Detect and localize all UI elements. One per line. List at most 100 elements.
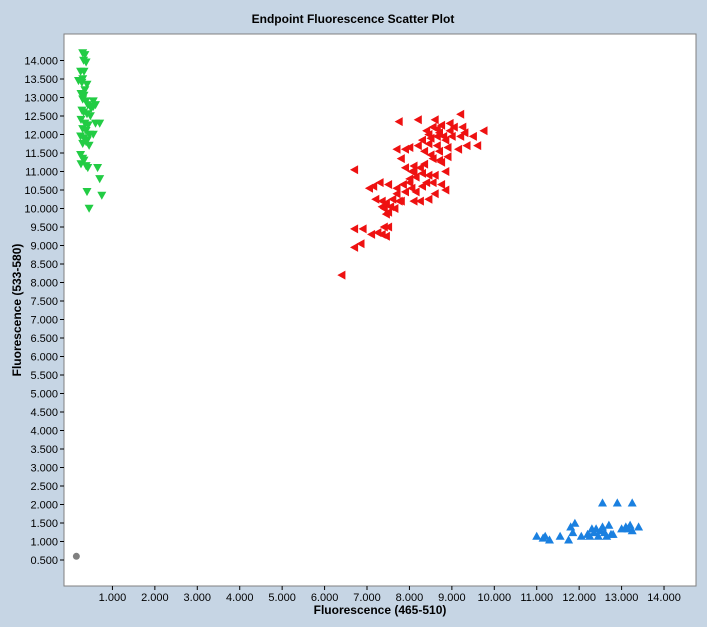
data-point — [88, 130, 98, 139]
y-tick-label: 13.000 — [24, 93, 58, 105]
data-point — [415, 163, 424, 173]
data-point — [390, 204, 399, 213]
data-point — [449, 122, 458, 132]
data-point — [409, 196, 418, 206]
data-point — [405, 143, 414, 152]
x-tick-label: 4.000 — [226, 592, 254, 604]
data-point — [458, 122, 467, 132]
x-axis-ticks: 1.000 2.000 3.000 4.000 5.000 6.000 7.000 8.000… — [99, 586, 681, 604]
data-point — [371, 194, 380, 204]
data-point — [606, 529, 616, 538]
data-point — [93, 164, 103, 173]
data-point — [392, 144, 401, 154]
data-point — [381, 198, 390, 208]
data-point — [540, 531, 550, 540]
y-tick-label: 2.000 — [30, 500, 58, 512]
data-point — [79, 67, 89, 76]
data-point — [377, 202, 386, 212]
x-tick-label: 9.000 — [438, 592, 466, 604]
data-point — [468, 131, 477, 141]
x-tick-label: 14.000 — [647, 592, 681, 604]
y-tick-label: 3.000 — [30, 463, 58, 475]
data-point — [424, 194, 433, 204]
data-point — [456, 109, 465, 119]
data-point — [422, 178, 431, 188]
data-point — [568, 528, 578, 537]
x-tick-label: 7.000 — [353, 592, 381, 604]
data-point — [356, 239, 365, 249]
data-point — [593, 531, 603, 540]
y-tick-label: 11.500 — [25, 148, 58, 160]
data-point — [350, 224, 359, 234]
data-point — [407, 167, 416, 176]
data-point — [454, 144, 463, 154]
plot-area — [63, 33, 697, 587]
data-points — [72, 49, 644, 560]
data-point — [430, 170, 439, 180]
data-point — [598, 498, 607, 507]
data-point — [434, 128, 443, 138]
data-point — [555, 531, 565, 540]
data-point — [415, 196, 424, 206]
data-point — [81, 58, 91, 67]
y-tick-label: 10.500 — [24, 185, 58, 197]
data-point — [441, 185, 450, 195]
y-tick-label: 6.000 — [30, 352, 58, 364]
data-point — [479, 126, 488, 136]
data-point — [388, 194, 397, 204]
x-tick-label: 8.000 — [396, 592, 424, 604]
data-point — [424, 139, 433, 149]
data-point — [394, 117, 403, 127]
data-point — [375, 178, 384, 188]
data-point — [432, 141, 441, 151]
data-point — [447, 131, 456, 141]
chart-title: Endpoint Fluorescence Scatter Plot — [252, 12, 455, 26]
data-point — [83, 164, 93, 173]
y-tick-label: 11.000 — [25, 167, 58, 179]
data-point — [82, 80, 92, 89]
x-tick-label: 6.000 — [311, 592, 339, 604]
x-tick-label: 2.000 — [141, 592, 169, 604]
data-point — [85, 112, 95, 121]
data-point — [445, 126, 454, 136]
data-point — [398, 180, 407, 189]
x-tick-label: 3.000 — [184, 592, 212, 604]
data-point — [426, 133, 435, 143]
y-tick-label: 8.500 — [30, 259, 58, 271]
data-point — [434, 146, 443, 156]
x-tick-label: 10.000 — [477, 592, 511, 604]
y-tick-label: 7.000 — [30, 315, 58, 327]
y-tick-label: 2.500 — [30, 481, 58, 493]
data-point — [420, 159, 429, 169]
y-axis-ticks: 0.500 1.000 1.500 2.000 2.500 3.000 3.500 4.000… — [24, 56, 64, 567]
data-point — [411, 187, 420, 197]
data-point — [424, 130, 433, 139]
data-point — [428, 178, 437, 188]
data-point — [91, 101, 100, 110]
data-point — [623, 524, 633, 533]
data-point — [413, 115, 422, 125]
data-point — [400, 163, 409, 173]
y-tick-label: 5.500 — [30, 370, 58, 382]
data-point — [407, 183, 416, 193]
data-point — [72, 552, 80, 560]
data-point — [443, 143, 452, 152]
data-point — [97, 191, 107, 200]
data-point — [337, 270, 346, 280]
data-point — [443, 152, 452, 162]
y-tick-label: 9.000 — [30, 241, 58, 253]
data-point — [417, 168, 426, 178]
data-point — [405, 174, 414, 184]
data-point — [367, 229, 376, 239]
x-tick-label: 11.000 — [520, 592, 553, 604]
x-axis-label: Fluorescence (465-510) — [314, 603, 447, 617]
data-point — [400, 187, 409, 197]
y-tick-label: 8.000 — [30, 278, 58, 290]
x-tick-label: 12.000 — [562, 592, 596, 604]
data-point — [441, 135, 450, 145]
y-tick-label: 3.500 — [30, 444, 58, 456]
data-point — [384, 222, 393, 232]
data-point — [424, 170, 433, 180]
data-point — [627, 498, 637, 507]
data-point — [460, 128, 469, 138]
